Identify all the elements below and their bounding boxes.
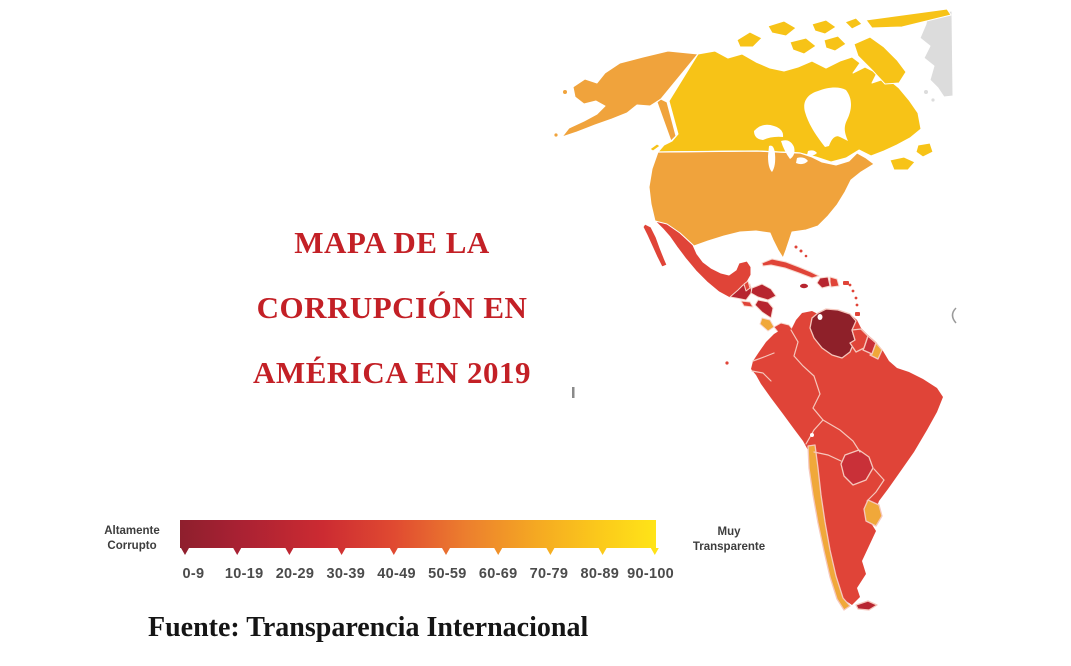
scale-label: 40-49 xyxy=(377,566,416,582)
arctic-island xyxy=(736,31,763,48)
us-canada-border xyxy=(657,150,801,154)
country-el-salvador xyxy=(740,300,754,308)
scale-label: 50-59 xyxy=(428,566,467,582)
country-honduras xyxy=(750,283,777,301)
scale-label: 10-19 xyxy=(224,566,264,582)
bahamas-icon xyxy=(804,254,808,258)
artifact-tick-icon xyxy=(572,387,575,398)
scale-label: 70-79 xyxy=(529,566,569,582)
country-guyana xyxy=(849,328,869,353)
arctic-island xyxy=(844,17,863,30)
country-paraguay xyxy=(840,449,874,486)
lake-erie xyxy=(796,157,808,165)
bahamas-icon xyxy=(799,249,803,253)
galapagos-icon xyxy=(725,361,729,365)
alaska-panhandle xyxy=(656,98,677,142)
legend-label-corrupt-line1: Altamente xyxy=(104,525,160,537)
country-chile xyxy=(807,444,851,611)
region-tierra-del-fuego xyxy=(855,600,878,611)
arctic-island xyxy=(767,20,797,37)
scale-label: 60-69 xyxy=(478,566,518,582)
baffin-island xyxy=(853,36,907,85)
legend-gradient-bar xyxy=(180,520,659,555)
legend-label-transparent-line2: Transparente xyxy=(692,540,766,553)
gradient-ramp xyxy=(180,520,656,548)
greenland-islet2-icon xyxy=(931,98,935,102)
lake-huron xyxy=(781,140,795,159)
arctic-island xyxy=(789,37,817,55)
lake-titicaca xyxy=(810,433,814,437)
country-dominican-republic xyxy=(829,276,840,288)
country-greenland xyxy=(919,10,954,98)
country-haiti xyxy=(816,276,831,289)
country-belize xyxy=(743,280,751,292)
baja-california xyxy=(642,223,668,268)
lesser-antilles-icon xyxy=(855,303,859,307)
hudson-bay xyxy=(804,87,851,147)
legend-label-transparent-line1: Muy xyxy=(717,526,741,538)
page-title: MAPA DE LA CORRUPCIÓN EN AMÉRICA EN 2019 xyxy=(172,210,612,405)
aleutian-island-icon xyxy=(554,133,558,137)
lesser-antilles-icon xyxy=(851,289,855,293)
country-suriname xyxy=(862,335,877,355)
legend-label-corrupt: Altamente Corrupto xyxy=(92,524,172,553)
title-line-3: AMÉRICA EN 2019 xyxy=(253,355,531,390)
vancouver-island xyxy=(649,143,661,152)
bahamas-icon xyxy=(794,245,798,249)
country-uruguay xyxy=(863,499,883,527)
country-cuba xyxy=(761,258,820,279)
lesser-antilles-icon xyxy=(854,296,858,300)
region-french-guiana xyxy=(869,342,883,360)
country-puerto-rico xyxy=(843,281,849,285)
canada-arctic-islands xyxy=(736,8,952,85)
country-costa-rica xyxy=(759,317,775,332)
source-attribution: Fuente: Transparencia Internacional xyxy=(148,612,589,643)
scale-label: 20-29 xyxy=(275,566,315,582)
ellesmere-wedge xyxy=(865,8,952,29)
legend-label-corrupt-line2: Corrupto xyxy=(107,539,157,552)
lake-maracaibo xyxy=(817,314,823,320)
arctic-island xyxy=(811,19,837,35)
scale-label: 30-39 xyxy=(326,566,366,582)
greenland-islet-icon xyxy=(924,90,928,94)
country-mexico xyxy=(654,220,752,299)
bering-island-icon xyxy=(563,90,567,94)
scale-label: 90-100 xyxy=(627,566,675,582)
scale-label: 80-89 xyxy=(580,566,620,582)
region-alaska xyxy=(561,50,699,138)
newfoundland xyxy=(915,142,934,158)
country-jamaica xyxy=(800,283,808,289)
legend-label-transparent: Muy Transparente xyxy=(684,525,774,554)
arctic-island xyxy=(823,35,847,52)
title-line-2: CORRUPCIÓN EN xyxy=(256,290,528,325)
title-line-1: MAPA DE LA xyxy=(294,225,490,260)
lesser-antilles-icon xyxy=(848,283,852,287)
lake-superior xyxy=(754,124,784,140)
scale-label: 0-9 xyxy=(182,566,205,582)
country-nicaragua xyxy=(754,299,774,319)
artifact-bracket-icon xyxy=(951,307,957,324)
country-trinidad xyxy=(855,312,860,316)
country-borders xyxy=(751,329,885,502)
legend-scale-row: 0-9 10-19 20-29 30-39 40-49 50-59 60-69 … xyxy=(168,566,676,582)
gradient-tick-marks xyxy=(181,548,659,555)
lake-ontario xyxy=(807,150,817,156)
nova-scotia xyxy=(889,156,916,171)
